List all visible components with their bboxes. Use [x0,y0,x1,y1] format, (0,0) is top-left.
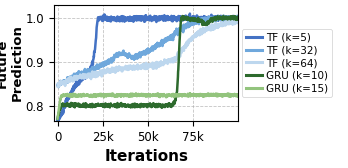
TF (k=5) [197,20,201,22]
TF (k=5) [180,16,184,18]
GRU (k=10) [135,106,139,108]
GRU (k=15) [55,118,60,120]
TF (k=32) [56,86,61,88]
TF (k=64) [55,86,60,88]
GRU (k=10) [197,21,201,23]
TF (k=64) [129,68,133,70]
TF (k=5) [236,19,240,21]
TF (k=5) [188,13,192,15]
GRU (k=15) [180,94,184,96]
TF (k=32) [200,17,204,19]
TF (k=32) [74,74,78,76]
TF (k=32) [221,14,226,16]
TF (k=32) [236,17,240,19]
TF (k=64) [236,18,240,20]
GRU (k=10) [55,118,60,120]
TF (k=5) [57,121,61,123]
Line: TF (k=32): TF (k=32) [57,15,238,87]
GRU (k=10) [74,105,78,107]
TF (k=64) [236,22,240,24]
TF (k=32) [129,56,133,58]
TF (k=64) [180,51,184,53]
TF (k=5) [129,16,133,18]
TF (k=32) [180,29,184,31]
Line: TF (k=64): TF (k=64) [57,19,238,87]
TF (k=64) [135,65,139,67]
GRU (k=15) [236,95,240,97]
GRU (k=10) [221,15,226,17]
TF (k=64) [200,33,204,35]
GRU (k=15) [74,94,78,96]
GRU (k=15) [188,92,192,94]
Y-axis label: Future
Prediction: Future Prediction [0,25,24,101]
TF (k=5) [74,80,78,82]
GRU (k=15) [135,94,139,96]
TF (k=5) [135,18,140,20]
GRU (k=10) [200,21,204,23]
Line: GRU (k=10): GRU (k=10) [57,16,238,119]
Line: GRU (k=15): GRU (k=15) [57,93,238,119]
TF (k=32) [197,21,201,23]
TF (k=64) [74,77,78,79]
TF (k=32) [55,85,60,87]
TF (k=64) [197,33,201,35]
X-axis label: Iterations: Iterations [104,149,188,164]
GRU (k=15) [129,96,133,98]
TF (k=32) [135,55,140,57]
Legend: TF (k=5), TF (k=32), TF (k=64), GRU (k=10), GRU (k=15): TF (k=5), TF (k=32), TF (k=64), GRU (k=1… [242,29,332,97]
GRU (k=10) [180,18,184,20]
Line: TF (k=5): TF (k=5) [57,14,238,122]
TF (k=5) [55,120,60,122]
GRU (k=15) [197,94,201,96]
GRU (k=15) [200,93,204,95]
TF (k=5) [200,18,204,20]
GRU (k=10) [129,107,133,109]
GRU (k=10) [236,17,240,19]
